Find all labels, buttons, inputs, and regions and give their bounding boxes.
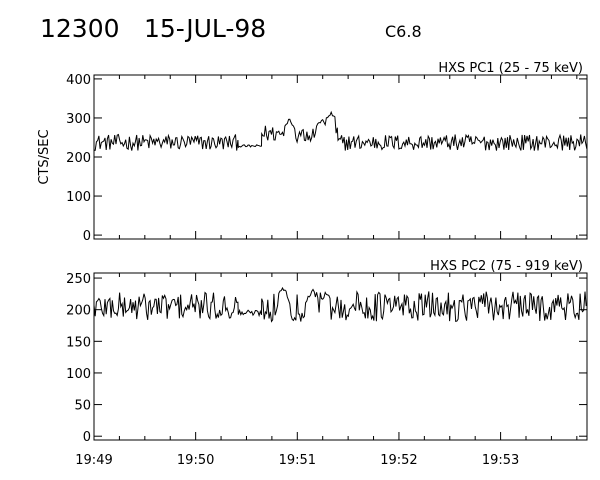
plot-frame-2 [93, 272, 588, 441]
y-tick-label: 200 [66, 304, 91, 319]
y-axis-label: CTS/SEC [37, 129, 52, 184]
x-tick-label: 19:49 [75, 453, 112, 468]
series-line-2 [93, 286, 587, 323]
y-tick-label: 50 [74, 399, 91, 414]
x-tick-label: 19:52 [380, 453, 417, 468]
panel-title-1: HXS PC1 (25 - 75 keV) [438, 61, 583, 76]
x-tick-label: 19:53 [482, 453, 519, 468]
y-tick-label: 150 [66, 335, 91, 350]
y-tick-label: 0 [83, 430, 91, 445]
series-line-1 [93, 110, 588, 151]
y-tick-label: 200 [66, 151, 91, 166]
y-tick-label: 0 [83, 229, 91, 244]
y-tick-label: 300 [66, 112, 91, 127]
event-id: 12300 [40, 14, 120, 43]
plot-frame-1 [93, 74, 588, 240]
y-tick-label: 250 [66, 272, 91, 287]
x-tick-label: 19:51 [279, 453, 316, 468]
event-date: 15-JUL-98 [144, 14, 267, 43]
y-tick-label: 400 [66, 73, 91, 88]
flare-class: C6.8 [385, 22, 422, 41]
panel-title-2: HXS PC2 (75 - 919 keV) [430, 259, 583, 274]
y-tick-label: 100 [66, 367, 91, 382]
x-tick-label: 19:50 [177, 453, 214, 468]
y-tick-label: 100 [66, 190, 91, 205]
